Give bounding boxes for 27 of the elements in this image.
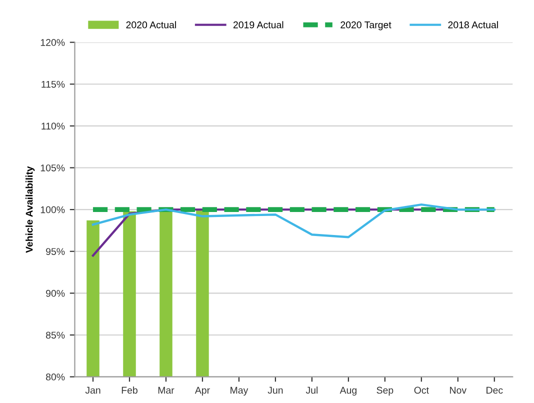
legend-label: 2019 Actual xyxy=(233,21,284,28)
x-tick-label: Aug xyxy=(340,386,356,396)
x-tick-label: Oct xyxy=(414,386,429,394)
x-tick-label: May xyxy=(230,386,248,396)
legend-label: 2020 Target xyxy=(340,21,392,30)
y-tick-label: 90% xyxy=(46,290,65,297)
y-tick-label: 85% xyxy=(46,332,65,339)
x-tick-label: Jul xyxy=(306,386,318,394)
y-tick-label: 80% xyxy=(46,374,65,380)
x-tick-label: Jan xyxy=(85,386,100,394)
y-tick-label: 115% xyxy=(42,80,65,88)
x-tick-label: Jun xyxy=(268,386,283,394)
y-tick-label: 100% xyxy=(40,206,65,214)
y-tick-label: 110% xyxy=(42,122,65,130)
legend-label: 2018 Actual xyxy=(448,21,498,28)
x-tick-label: Dec xyxy=(486,386,503,394)
x-tick-label: Nov xyxy=(450,386,467,394)
line-series xyxy=(92,203,496,238)
y-tick-label: 105% xyxy=(40,164,65,172)
y-tick-label: 95% xyxy=(46,248,65,255)
x-tick-label: Sep xyxy=(376,386,394,396)
x-tick-label: Feb xyxy=(122,386,138,394)
x-tick-label: Mar xyxy=(158,386,174,394)
x-tick-label: Apr xyxy=(194,386,210,396)
legend-label: 2020 Actual xyxy=(126,21,176,28)
y-tick-label: 120% xyxy=(40,39,65,46)
y-axis-title: Vehicle Availability xyxy=(26,166,35,253)
